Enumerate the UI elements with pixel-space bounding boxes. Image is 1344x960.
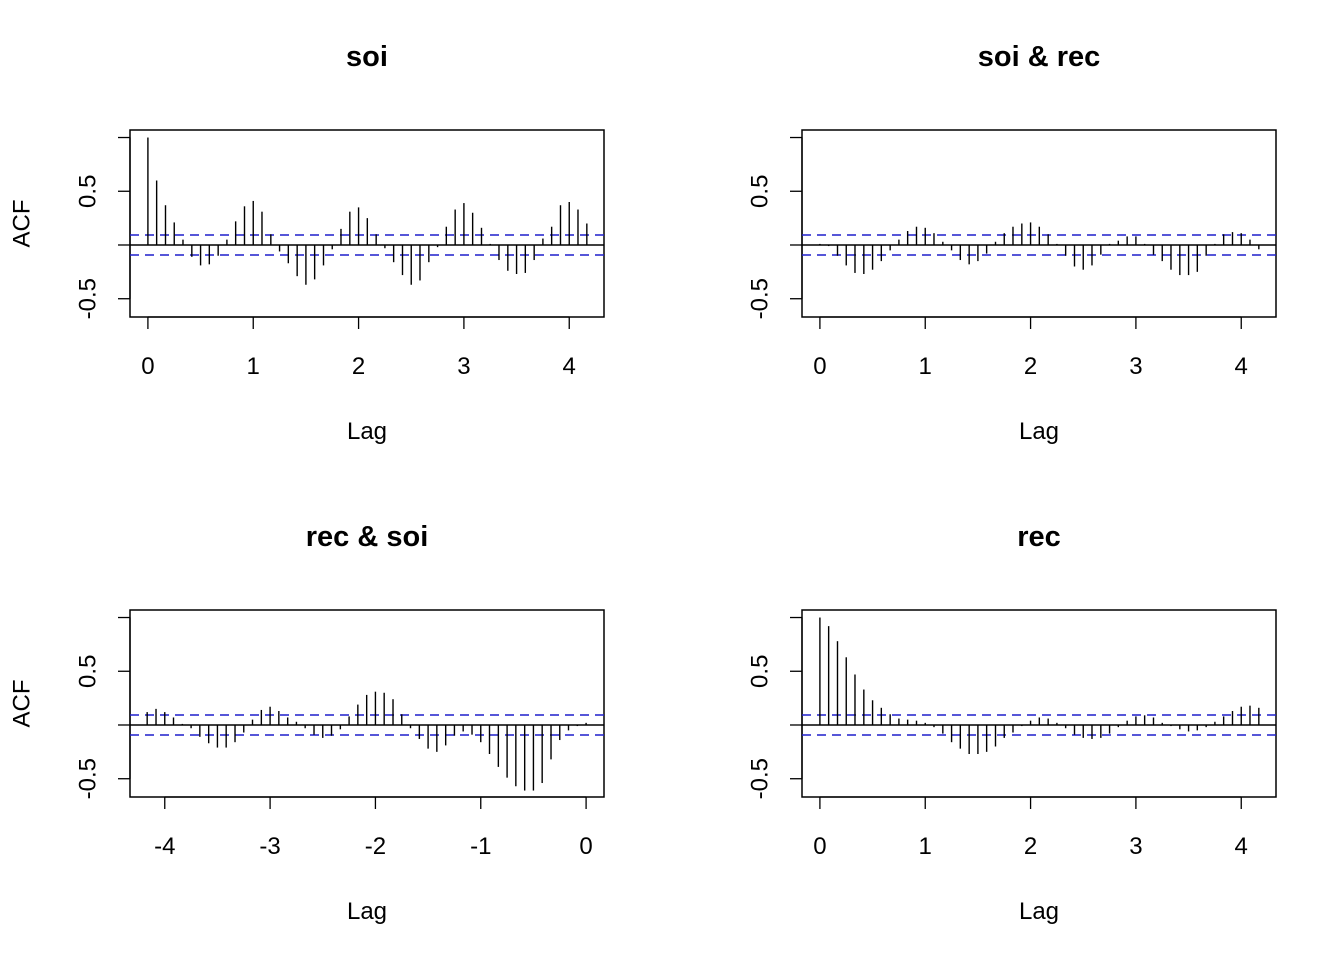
panel-title: rec & soi bbox=[306, 521, 429, 553]
y-tick-label: 0.5 bbox=[747, 655, 774, 688]
x-tick-label: 2 bbox=[1024, 353, 1037, 380]
panel-title: rec bbox=[1017, 521, 1061, 553]
x-tick-label: -4 bbox=[154, 833, 175, 860]
x-tick-label: -3 bbox=[259, 833, 280, 860]
x-tick-label: 3 bbox=[1129, 833, 1142, 860]
x-tick-label: 0 bbox=[813, 353, 826, 380]
y-tick-label: -0.5 bbox=[747, 758, 774, 799]
x-tick-label: 3 bbox=[1129, 353, 1142, 380]
y-tick-label: 0.5 bbox=[75, 175, 102, 208]
x-tick-label: 2 bbox=[1024, 833, 1037, 860]
y-tick-label: -0.5 bbox=[75, 278, 102, 319]
x-tick-label: 4 bbox=[563, 353, 576, 380]
y-axis-label: ACF bbox=[9, 200, 36, 248]
panel-title: soi bbox=[346, 41, 388, 73]
x-tick-label: -1 bbox=[470, 833, 491, 860]
acf-panel-2: soi & rec -0.5 0.5 0 1 2 3 4 Lag bbox=[747, 41, 1277, 445]
x-tick-label: 0 bbox=[579, 833, 592, 860]
panel-title: soi & rec bbox=[978, 41, 1101, 73]
x-tick-label: 2 bbox=[352, 353, 365, 380]
x-axis-label: Lag bbox=[347, 418, 387, 445]
x-axis-label: Lag bbox=[1019, 418, 1059, 445]
x-tick-label: 1 bbox=[919, 353, 932, 380]
acf-panel-4: rec -0.5 0.5 0 1 2 3 4 Lag bbox=[747, 521, 1277, 925]
x-axis-label: Lag bbox=[1019, 898, 1059, 925]
x-tick-label: 0 bbox=[141, 353, 154, 380]
x-tick-label: 0 bbox=[813, 833, 826, 860]
y-axis-label: ACF bbox=[9, 680, 36, 728]
acf-panel-3: rec & soi -0.5 0.5 -4 -3 -2 -1 0 Lag ACF bbox=[9, 521, 605, 925]
y-tick-label: -0.5 bbox=[75, 758, 102, 799]
x-tick-label: -2 bbox=[365, 833, 386, 860]
x-tick-label: 4 bbox=[1235, 833, 1248, 860]
x-axis-label: Lag bbox=[347, 898, 387, 925]
x-tick-label: 1 bbox=[247, 353, 260, 380]
plot-frame bbox=[801, 129, 1277, 318]
x-tick-label: 1 bbox=[919, 833, 932, 860]
y-tick-label: 0.5 bbox=[75, 655, 102, 688]
acf-panel-1: soi -0.5 0.5 0 1 2 3 4 Lag ACF bbox=[9, 41, 605, 445]
x-tick-label: 3 bbox=[457, 353, 470, 380]
x-tick-label: 4 bbox=[1235, 353, 1248, 380]
y-tick-label: -0.5 bbox=[747, 278, 774, 319]
y-tick-label: 0.5 bbox=[747, 175, 774, 208]
